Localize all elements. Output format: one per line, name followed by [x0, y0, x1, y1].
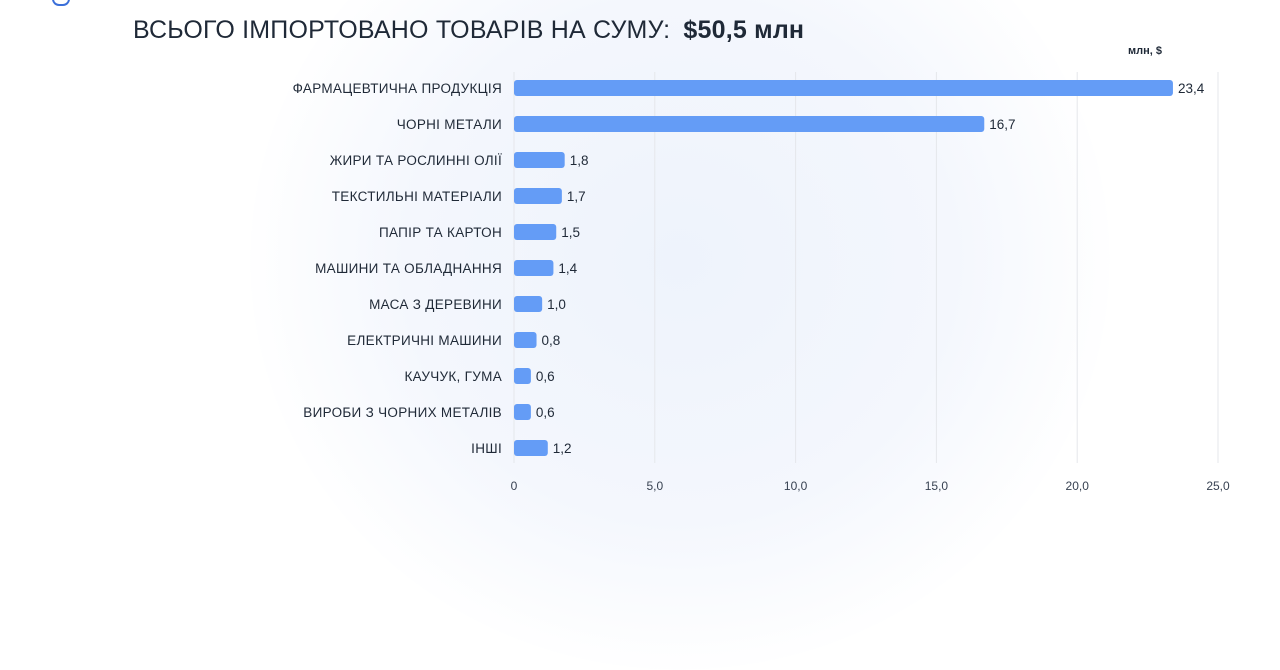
category-label: ТЕКСТИЛЬНІ МАТЕРІАЛИ	[332, 189, 502, 204]
bar	[514, 116, 985, 132]
bar	[514, 332, 537, 348]
bar	[514, 296, 543, 312]
category-label: ЖИРИ ТА РОСЛИННІ ОЛІЇ	[330, 153, 502, 168]
x-tick-label: 25,0	[1206, 479, 1230, 493]
x-tick-label: 10,0	[784, 479, 808, 493]
category-label: ВИРОБИ З ЧОРНИХ МЕТАЛІВ	[303, 405, 502, 420]
x-tick-label: 5,0	[646, 479, 663, 493]
bar	[514, 440, 548, 456]
value-label: 0,6	[536, 369, 555, 384]
value-label: 1,7	[567, 189, 586, 204]
category-label: МАШИНИ ТА ОБЛАДНАННЯ	[315, 261, 502, 276]
value-label: 1,8	[570, 153, 589, 168]
value-label: 0,8	[542, 333, 561, 348]
bar	[514, 152, 565, 168]
value-label: 1,0	[547, 297, 566, 312]
x-tick-label: 15,0	[925, 479, 949, 493]
category-label: МАСА З ДЕРЕВИНИ	[369, 297, 502, 312]
page-title: ВСЬОГО ІМПОРТОВАНО ТОВАРІВ НА СУМУ: $50,…	[133, 16, 804, 45]
total-amount: $50,5 млн	[683, 16, 805, 44]
bar	[514, 404, 531, 420]
category-label: ЕЛЕКТРИЧНІ МАШИНИ	[347, 333, 502, 348]
value-label: 16,7	[989, 117, 1015, 132]
value-label: 0,6	[536, 405, 555, 420]
bar	[514, 80, 1173, 96]
value-label: 1,5	[561, 225, 580, 240]
bar	[514, 188, 562, 204]
bar	[514, 224, 557, 240]
bar	[514, 368, 531, 384]
value-label: 1,4	[558, 261, 577, 276]
bar	[514, 260, 554, 276]
category-label: ФАРМАЦЕВТИЧНА ПРОДУКЦІЯ	[293, 81, 502, 96]
value-label: 23,4	[1178, 81, 1205, 96]
x-tick-label: 0	[511, 479, 518, 493]
x-tick-label: 20,0	[1066, 479, 1090, 493]
bar-chart: 0 5,0 10,0 15,0 20,0 25,0 ФАРМАЦЕВТИЧНА ПРОДУК…	[293, 72, 1230, 493]
category-label: КАУЧУК, ГУМА	[404, 369, 502, 384]
category-label: ПАПІР ТА КАРТОН	[379, 225, 502, 240]
unit-label: млн, $	[1128, 45, 1162, 57]
title-text: ВСЬОГО ІМПОРТОВАНО ТОВАРІВ НА СУМУ:	[133, 16, 671, 44]
value-label: 1,2	[553, 441, 572, 456]
category-label: ЧОРНІ МЕТАЛИ	[397, 117, 502, 132]
category-label: ІНШІ	[471, 441, 502, 456]
